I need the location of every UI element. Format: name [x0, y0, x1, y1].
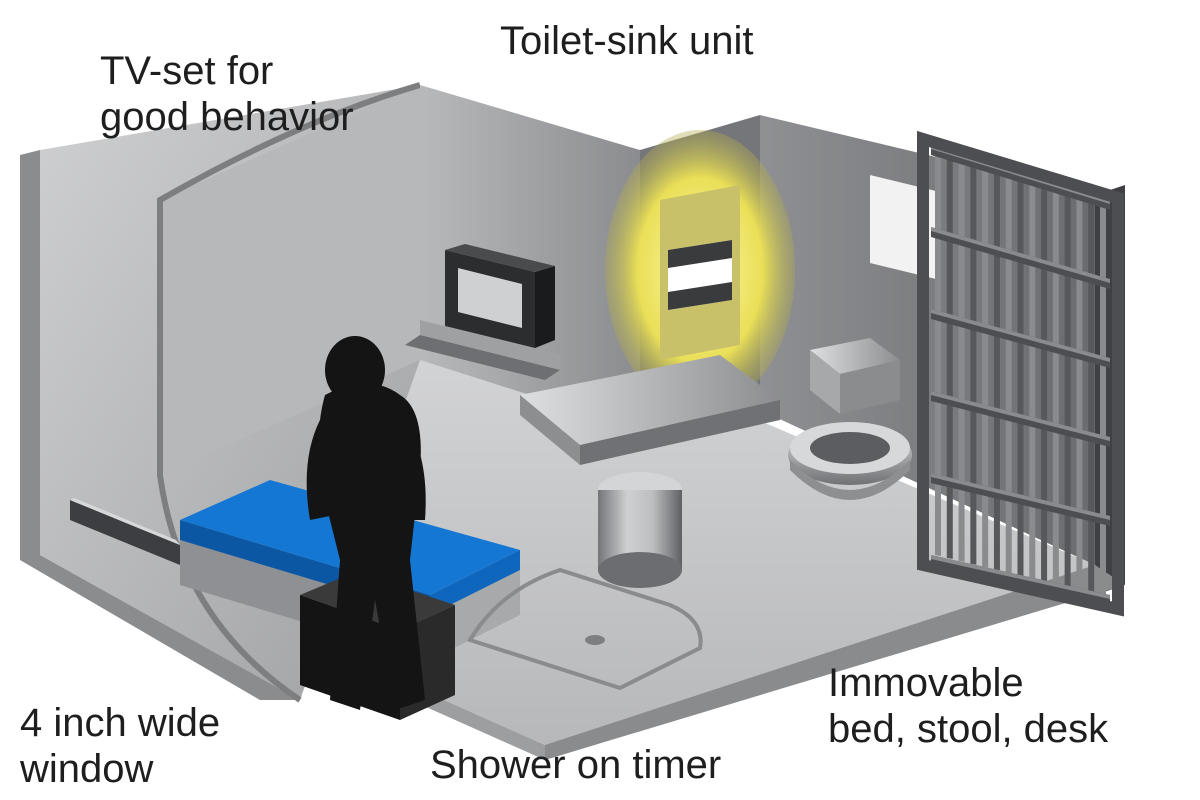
label-tv: TV-set for good behavior: [100, 48, 354, 140]
wall-panel: [870, 175, 940, 280]
label-shower: Shower on timer: [430, 742, 721, 788]
label-furn: Immovable bed, stool, desk: [828, 660, 1108, 752]
stool-cylinder: [598, 472, 682, 588]
label-window: 4 inch wide window: [20, 700, 220, 792]
cell-bars: [923, 139, 1118, 609]
label-toilet: Toilet-sink unit: [500, 18, 753, 64]
diagram-stage: { "type": "infographic", "subject": "pri…: [0, 0, 1200, 800]
